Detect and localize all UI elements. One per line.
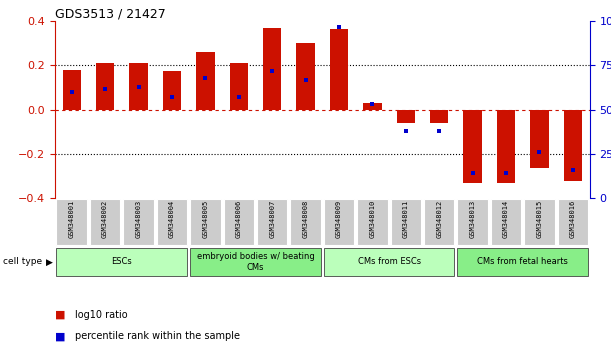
- Text: GSM348006: GSM348006: [236, 200, 242, 238]
- Text: GSM348011: GSM348011: [403, 200, 409, 238]
- Text: GSM348013: GSM348013: [470, 200, 476, 238]
- Bar: [497, 110, 515, 183]
- Bar: [196, 52, 214, 110]
- Bar: [558, 199, 588, 245]
- Text: percentile rank within the sample: percentile rank within the sample: [75, 331, 240, 341]
- Bar: [491, 199, 521, 245]
- Text: GSM348015: GSM348015: [536, 200, 543, 238]
- Text: GSM348010: GSM348010: [370, 200, 375, 238]
- Text: GSM348003: GSM348003: [136, 200, 142, 238]
- Bar: [458, 199, 488, 245]
- Bar: [363, 103, 382, 110]
- Text: ■: ■: [55, 331, 65, 341]
- Bar: [90, 199, 120, 245]
- Text: ■: ■: [55, 310, 65, 320]
- Text: embryoid bodies w/ beating
CMs: embryoid bodies w/ beating CMs: [197, 252, 314, 272]
- Text: GSM348016: GSM348016: [570, 200, 576, 238]
- Bar: [397, 110, 415, 123]
- Text: GSM348001: GSM348001: [68, 200, 75, 238]
- Bar: [357, 199, 387, 245]
- Text: CMs from ESCs: CMs from ESCs: [357, 257, 421, 267]
- Bar: [330, 29, 348, 110]
- Text: GDS3513 / 21427: GDS3513 / 21427: [55, 7, 166, 20]
- Text: cell type: cell type: [3, 257, 42, 267]
- Bar: [224, 199, 254, 245]
- Text: GSM348012: GSM348012: [436, 200, 442, 238]
- Bar: [130, 63, 148, 110]
- Bar: [163, 71, 181, 110]
- Bar: [263, 28, 282, 110]
- Bar: [230, 63, 248, 110]
- Bar: [390, 199, 421, 245]
- Bar: [430, 110, 448, 123]
- Bar: [190, 248, 321, 276]
- Bar: [190, 199, 221, 245]
- Bar: [458, 248, 588, 276]
- Bar: [157, 199, 187, 245]
- Text: GSM348007: GSM348007: [269, 200, 275, 238]
- Bar: [62, 70, 81, 110]
- Bar: [324, 248, 455, 276]
- Bar: [564, 110, 582, 181]
- Text: GSM348014: GSM348014: [503, 200, 509, 238]
- Text: ESCs: ESCs: [111, 257, 132, 267]
- Bar: [56, 248, 187, 276]
- Text: GSM348008: GSM348008: [302, 200, 309, 238]
- Text: GSM348002: GSM348002: [102, 200, 108, 238]
- Text: log10 ratio: log10 ratio: [75, 310, 127, 320]
- Bar: [56, 199, 87, 245]
- Bar: [123, 199, 154, 245]
- Bar: [464, 110, 482, 183]
- Text: GSM348009: GSM348009: [336, 200, 342, 238]
- Bar: [524, 199, 555, 245]
- Bar: [530, 110, 549, 169]
- Text: ▶: ▶: [46, 257, 53, 267]
- Text: GSM348004: GSM348004: [169, 200, 175, 238]
- Bar: [324, 199, 354, 245]
- Bar: [290, 199, 321, 245]
- Bar: [296, 44, 315, 110]
- Text: CMs from fetal hearts: CMs from fetal hearts: [477, 257, 568, 267]
- Text: GSM348005: GSM348005: [202, 200, 208, 238]
- Bar: [257, 199, 287, 245]
- Bar: [424, 199, 455, 245]
- Bar: [96, 63, 114, 110]
